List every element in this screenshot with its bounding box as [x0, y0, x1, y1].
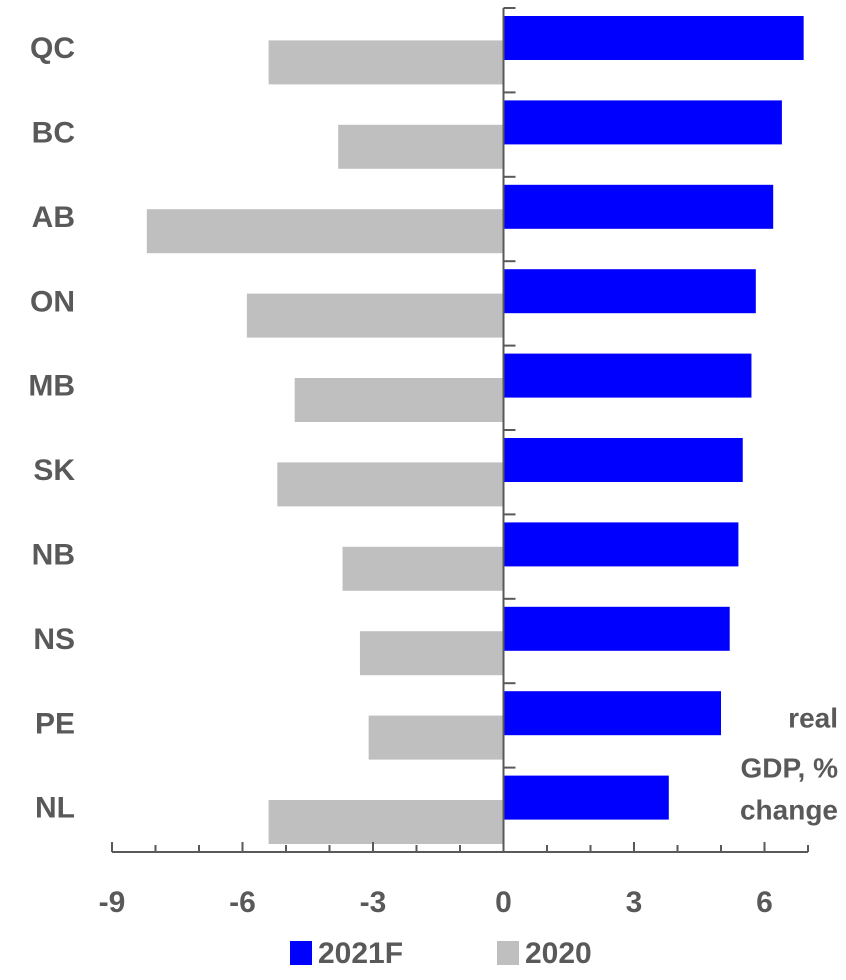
bar: [146, 209, 504, 254]
bar: [503, 100, 782, 145]
y-tick-label: SK: [33, 454, 75, 487]
bar: [342, 546, 504, 591]
bar: [277, 462, 504, 507]
x-tick-label: -3: [360, 886, 387, 919]
bar: [359, 631, 504, 676]
legend-label: 2020: [525, 937, 592, 970]
x-tick-label: 0: [495, 886, 512, 919]
bar: [503, 522, 739, 567]
axis-label: change: [740, 794, 838, 825]
x-tick-label: -9: [99, 886, 126, 919]
y-tick-label: BC: [32, 117, 75, 150]
y-tick-label: PE: [35, 707, 75, 740]
bar: [503, 775, 669, 820]
bar: [294, 378, 504, 422]
x-tick-label: 6: [756, 886, 773, 919]
y-tick-label: MB: [28, 370, 75, 403]
y-tick-label: NB: [32, 539, 75, 572]
y-tick-label: NL: [35, 792, 75, 825]
bar: [368, 715, 504, 760]
bar: [503, 184, 774, 229]
legend-swatch: [290, 941, 312, 965]
bar: [503, 353, 752, 398]
x-tick-label: 3: [626, 886, 643, 919]
axis-label: GDP, %: [740, 752, 838, 783]
axis-label: real: [788, 702, 838, 733]
y-tick-label: ON: [30, 285, 75, 318]
bar: [268, 40, 504, 85]
bar: [503, 691, 721, 736]
y-tick-label: AB: [32, 201, 75, 234]
legend-label: 2021F: [318, 937, 403, 970]
bar: [503, 16, 804, 60]
bar: [246, 293, 504, 338]
bar: [268, 800, 504, 844]
bar: [503, 269, 756, 314]
x-tick-label: -6: [229, 886, 256, 919]
bar: [503, 606, 730, 651]
y-tick-label: NS: [33, 623, 75, 656]
legend-swatch: [497, 941, 519, 965]
y-tick-label: QC: [30, 32, 75, 65]
bar: [338, 124, 504, 169]
bar: [503, 438, 743, 482]
